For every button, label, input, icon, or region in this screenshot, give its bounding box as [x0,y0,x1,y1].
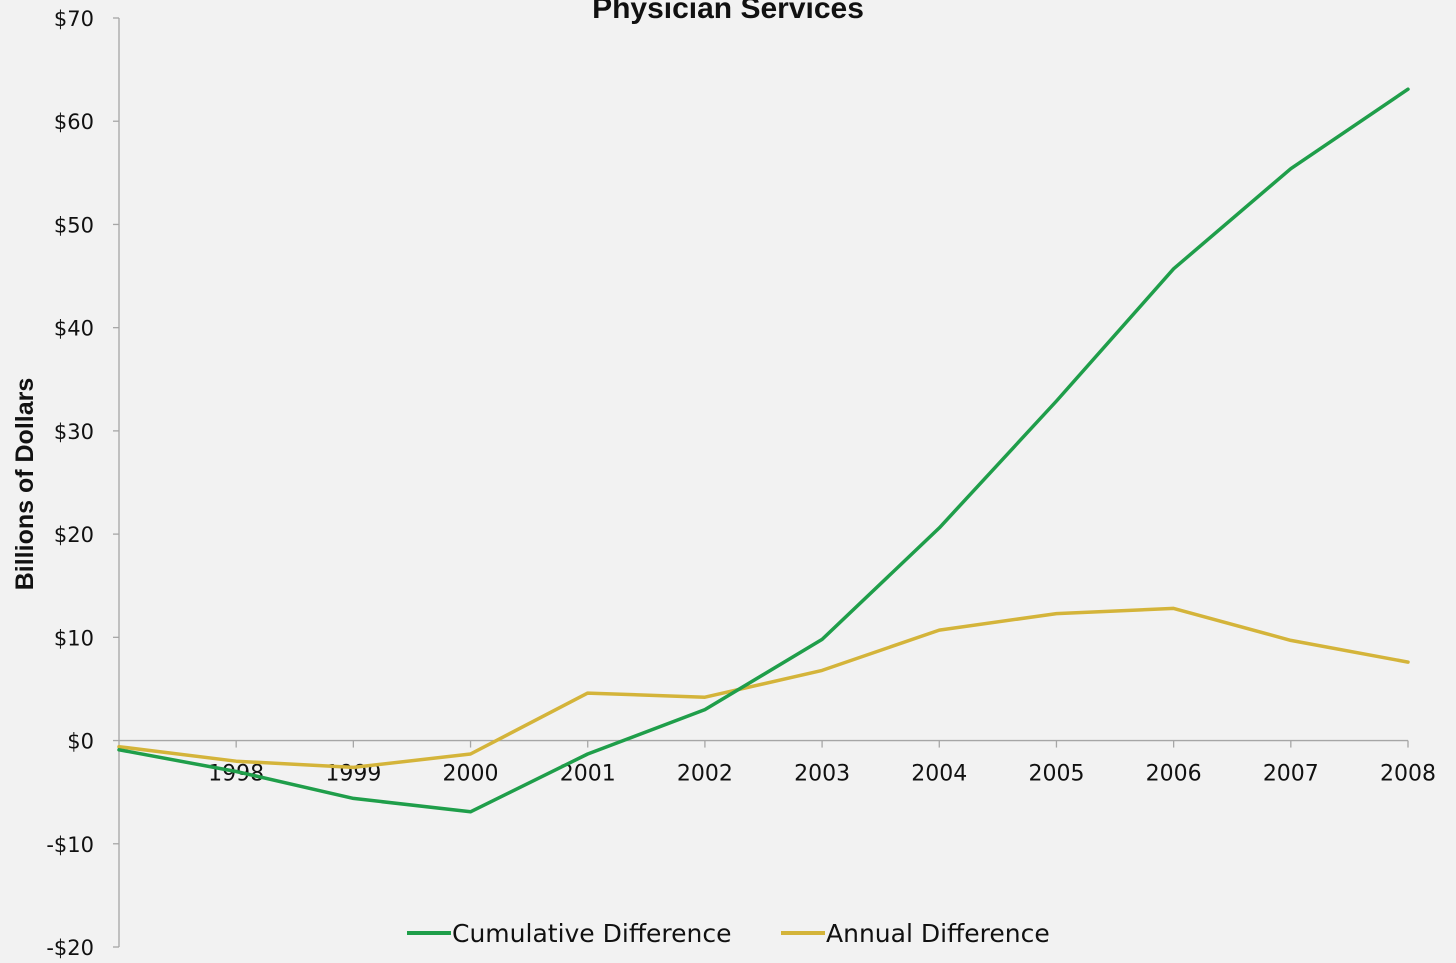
x-tick-label: 2005 [1028,762,1084,787]
x-tick-label: 2003 [794,762,850,787]
y-tick-label: $0 [67,730,94,754]
x-tick-label: 2001 [560,762,616,787]
axes [118,18,1408,947]
y-tick-label: $40 [54,317,94,341]
x-tick-label: 2002 [677,762,733,787]
x-tick-label: 2007 [1263,762,1319,787]
x-tick-label: 1998 [208,762,264,787]
x-axis-ticks: 1998 1999 2000 2001 2002 2003 2004 2005 2006 2007… [208,740,1436,787]
legend-label-cumulative-difference: Cumulative Difference [452,919,732,948]
y-tick-label: $20 [54,523,94,547]
series-line-annual-difference [117,606,1410,770]
y-tick-label: -$10 [46,833,94,857]
series-line-cumulative-difference [117,87,1410,814]
y-tick-label: $60 [54,110,94,134]
legend: Cumulative Difference Annual Difference [407,919,1050,948]
y-tick-label: $50 [54,213,94,237]
x-tick-label: 2004 [911,762,967,787]
y-axis-label: Billions of Dollars [11,378,39,591]
y-tick-label: $10 [54,626,94,650]
x-tick-label: 2008 [1380,762,1436,787]
x-tick-label: 2006 [1146,762,1202,787]
chart-title: Physician Services [592,0,864,25]
legend-label-annual-difference: Annual Difference [826,919,1050,948]
y-axis-ticks: $70 $60 $50 $40 $30 $20 $10 $0 -$10 -$20 [46,7,119,960]
series-lines [117,87,1410,814]
y-tick-label: $70 [54,7,94,31]
y-tick-label: -$20 [46,936,94,960]
x-tick-label: 2000 [443,762,499,787]
y-tick-label: $30 [54,420,94,444]
